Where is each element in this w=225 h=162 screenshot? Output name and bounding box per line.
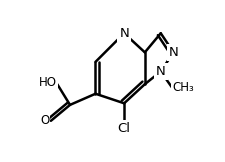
Text: N: N xyxy=(168,46,178,59)
Text: HO: HO xyxy=(39,76,57,89)
Text: N: N xyxy=(119,27,128,40)
Text: Cl: Cl xyxy=(117,122,130,135)
Text: O: O xyxy=(40,114,49,127)
Text: CH₃: CH₃ xyxy=(171,81,193,94)
Text: N: N xyxy=(155,65,165,78)
